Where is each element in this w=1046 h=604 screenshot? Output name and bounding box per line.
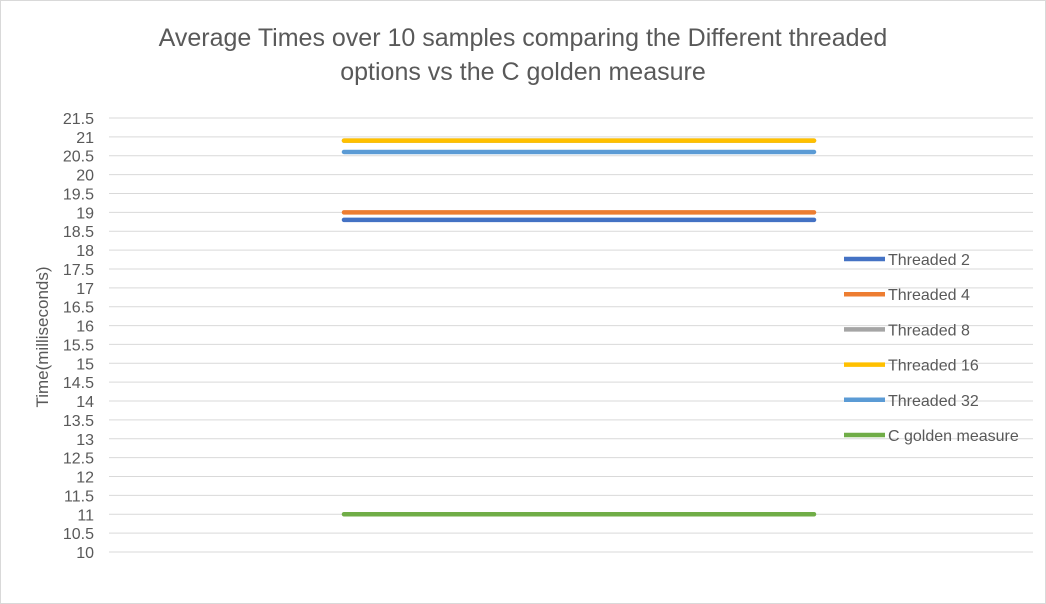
y-tick-label: 15 bbox=[76, 356, 94, 373]
legend-label: Threaded 32 bbox=[888, 393, 979, 410]
series-lines bbox=[341, 138, 817, 517]
y-tick-label: 17.5 bbox=[63, 262, 94, 279]
y-tick-label: 20.5 bbox=[63, 149, 94, 166]
y-tick-label: 11.5 bbox=[64, 488, 94, 505]
y-tick-label: 16.5 bbox=[63, 300, 94, 317]
y-tick-label: 11 bbox=[77, 507, 94, 524]
legend-label: C golden measure bbox=[888, 428, 1019, 445]
gridlines bbox=[109, 117, 1033, 553]
y-tick-label: 17 bbox=[76, 281, 94, 298]
y-tick-label: 19 bbox=[76, 205, 94, 222]
legend-item: Threaded 8 bbox=[844, 322, 970, 339]
y-tick-label: 16 bbox=[76, 319, 94, 336]
legend-item: Threaded 16 bbox=[844, 358, 979, 375]
y-tick-label: 14 bbox=[76, 394, 94, 411]
y-tick-label: 15.5 bbox=[63, 337, 94, 354]
y-tick-label: 12 bbox=[76, 470, 94, 487]
y-tick-label: 21.5 bbox=[63, 111, 94, 128]
y-tick-label: 10 bbox=[76, 545, 94, 562]
y-tick-label: 20 bbox=[76, 168, 94, 185]
legend-label: Threaded 2 bbox=[888, 252, 970, 269]
legend-item: Threaded 32 bbox=[844, 393, 979, 410]
y-axis-ticks: 10 10.5 11 11.512 12.5 13 13.5 14 14.5 15 15.516 16… bbox=[63, 111, 94, 562]
y-tick-label: 19.5 bbox=[63, 186, 94, 203]
legend-item: C golden measure bbox=[844, 428, 1019, 445]
y-tick-label: 14.5 bbox=[63, 375, 94, 392]
y-tick-label: 10.5 bbox=[63, 526, 94, 543]
legend-label: Threaded 8 bbox=[888, 322, 970, 339]
y-tick-label: 18 bbox=[76, 243, 94, 260]
legend-label: Threaded 4 bbox=[888, 287, 970, 304]
chart-title-line-2: options vs the C golden measure bbox=[340, 58, 706, 86]
y-tick-label: 13.5 bbox=[63, 413, 94, 430]
legend-item: Threaded 2 bbox=[844, 252, 970, 269]
legend-label: Threaded 16 bbox=[888, 358, 979, 375]
y-tick-label: 12.5 bbox=[63, 451, 94, 468]
legend: Threaded 2 Threaded 4 Threaded 8 Threaded 1… bbox=[844, 252, 1019, 445]
chart-title-line-1: Average Times over 10 samples comparing … bbox=[158, 24, 888, 52]
y-tick-label: 21 bbox=[76, 130, 94, 147]
y-tick-label: 13 bbox=[76, 432, 94, 449]
legend-item: Threaded 4 bbox=[844, 287, 970, 304]
chart-title: Average Times over 10 samples comparing … bbox=[1, 21, 1045, 89]
y-axis-label: Time(milliseconds) bbox=[33, 266, 52, 407]
y-tick-label: 18.5 bbox=[63, 224, 94, 241]
